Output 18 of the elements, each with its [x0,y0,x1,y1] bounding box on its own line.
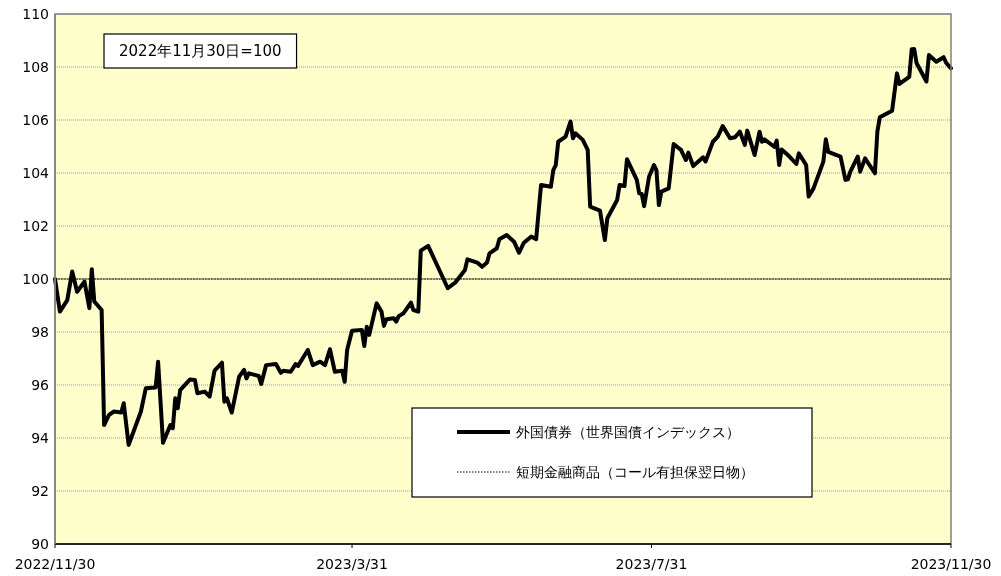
legend-label: 短期金融商品（コール有担保翌日物） [516,464,754,480]
y-tick-label: 100 [22,271,49,287]
y-tick-label: 110 [22,6,49,22]
x-tick-label: 2023/3/31 [316,556,388,572]
x-tick-label: 2022/11/30 [14,556,96,572]
y-tick-label: 104 [22,165,50,181]
y-tick-label: 90 [31,536,49,552]
y-tick-label: 106 [22,112,50,128]
y-tick-label: 102 [22,218,49,234]
x-tick-label: 2023/11/30 [910,556,992,572]
y-tick-label: 94 [31,430,50,446]
y-tick-label: 108 [22,59,49,75]
y-tick-label: 92 [31,483,49,499]
legend-label: 外国債券（世界国債インデックス） [516,424,740,440]
x-tick-label: 2023/7/31 [615,556,688,572]
y-tick-label: 96 [31,377,50,393]
annotation: 2022年11月30日=100 [119,42,282,60]
y-tick-label: 98 [31,324,49,340]
